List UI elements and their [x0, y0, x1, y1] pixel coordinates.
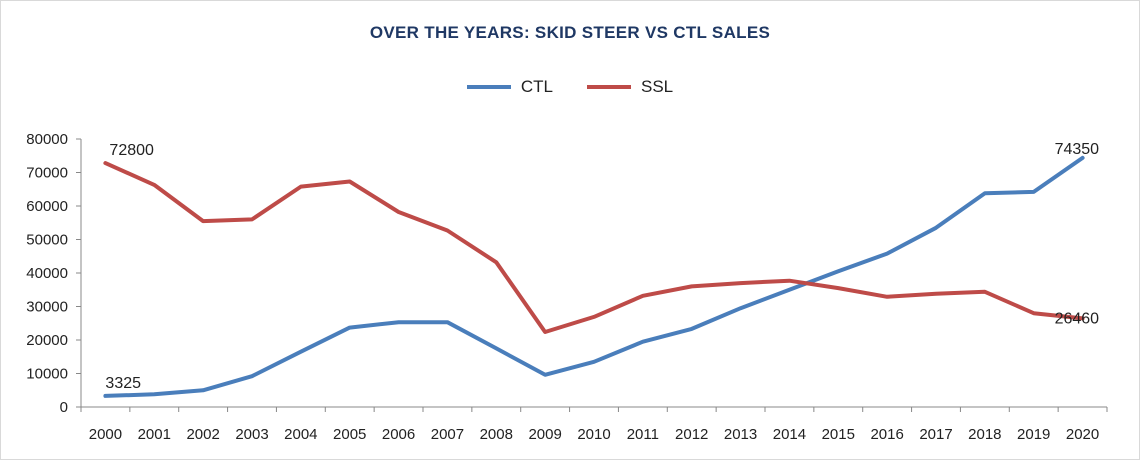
data-point-ctl [299, 350, 303, 354]
data-point-ctl [690, 327, 694, 331]
legend-label-ssl: SSL [640, 77, 674, 96]
data-point-ctl [494, 346, 498, 350]
data-point-ctl [836, 269, 840, 273]
y-tick-label: 70000 [26, 165, 68, 182]
y-tick-label: 50000 [26, 232, 68, 249]
data-label-ssl-2020: 26460 [1055, 310, 1100, 327]
data-point-ssl [787, 279, 791, 283]
data-point-ctl [348, 326, 352, 330]
data-point-ctl [787, 288, 791, 292]
x-tick-label: 2000 [89, 426, 122, 443]
x-tick-label: 2007 [431, 426, 464, 443]
data-label-ssl-2000: 72800 [109, 142, 154, 159]
data-point-ssl [1081, 316, 1085, 320]
data-point-ssl [983, 290, 987, 294]
y-tick-label: 30000 [26, 299, 68, 316]
data-point-ssl [934, 292, 938, 296]
x-tick-label: 2001 [138, 426, 171, 443]
data-point-ssl [690, 284, 694, 288]
data-point-ctl [445, 320, 449, 324]
data-point-ctl [934, 226, 938, 230]
data-point-ctl [543, 373, 547, 377]
data-point-ssl [103, 161, 107, 165]
data-point-ssl [250, 217, 254, 221]
y-tick-label: 80000 [26, 131, 68, 148]
x-tick-label: 2017 [919, 426, 952, 443]
data-point-ctl [250, 374, 254, 378]
data-point-ssl [592, 315, 596, 319]
y-tick-label: 60000 [26, 198, 68, 215]
x-tick-label: 2011 [627, 426, 659, 443]
x-tick-label: 2018 [968, 426, 1001, 443]
y-tick-label: 10000 [26, 366, 68, 383]
x-tick-label: 2006 [382, 426, 415, 443]
data-label-ctl-2020: 74350 [1055, 141, 1100, 158]
x-tick-label: 2012 [675, 426, 708, 443]
chart-title: OVER THE YEARS: SKID STEER VS CTL SALES [369, 23, 771, 42]
data-point-ctl [641, 340, 645, 344]
data-point-ssl [445, 228, 449, 232]
x-tick-label: 2008 [480, 426, 513, 443]
y-tick-label: 0 [60, 399, 68, 416]
data-point-ssl [397, 210, 401, 214]
x-tick-label: 2020 [1066, 426, 1099, 443]
x-tick-label: 2014 [773, 426, 806, 443]
data-point-ssl [885, 295, 889, 299]
series-line-ssl [103, 161, 1085, 334]
data-point-ssl [543, 330, 547, 334]
y-tick-label: 20000 [26, 332, 68, 349]
data-point-ssl [1032, 311, 1036, 315]
data-point-ctl [739, 306, 743, 310]
legend-item-ssl: SSL [586, 77, 674, 97]
x-tick-label: 2003 [235, 426, 268, 443]
data-point-ctl [983, 191, 987, 195]
data-point-ssl [739, 281, 743, 285]
data-point-ssl [641, 294, 645, 298]
data-point-ssl [348, 180, 352, 184]
x-tick-label: 2004 [284, 426, 317, 443]
x-tick-label: 2016 [870, 426, 903, 443]
legend-swatch-ssl [586, 85, 631, 89]
series-line-ctl [103, 155, 1085, 398]
data-label-ctl-2000: 3325 [105, 375, 141, 392]
x-tick-label: 2002 [186, 426, 219, 443]
y-tick-label: 40000 [26, 265, 68, 282]
data-point-ctl [885, 252, 889, 256]
data-point-ctl [592, 360, 596, 364]
data-point-ctl [1081, 156, 1085, 160]
data-point-ssl [836, 286, 840, 290]
x-tick-label: 2010 [577, 426, 610, 443]
x-tick-label: 2015 [822, 426, 855, 443]
legend-swatch-ctl [466, 85, 511, 89]
data-point-ctl [152, 392, 156, 396]
data-point-ctl [1032, 190, 1036, 194]
legend: CTL SSL [1, 77, 1139, 97]
data-point-ctl [397, 320, 401, 324]
data-point-ssl [494, 260, 498, 264]
data-point-ssl [201, 219, 205, 223]
data-point-ctl [103, 394, 107, 398]
x-tick-label: 2009 [528, 426, 561, 443]
data-point-ssl [299, 185, 303, 189]
legend-item-ctl: CTL [466, 77, 553, 97]
x-tick-label: 2013 [724, 426, 757, 443]
data-point-ctl [201, 388, 205, 392]
data-point-ssl [152, 183, 156, 187]
x-tick-label: 2019 [1017, 426, 1050, 443]
legend-label-ctl: CTL [520, 77, 553, 96]
x-tick-label: 2005 [333, 426, 366, 443]
